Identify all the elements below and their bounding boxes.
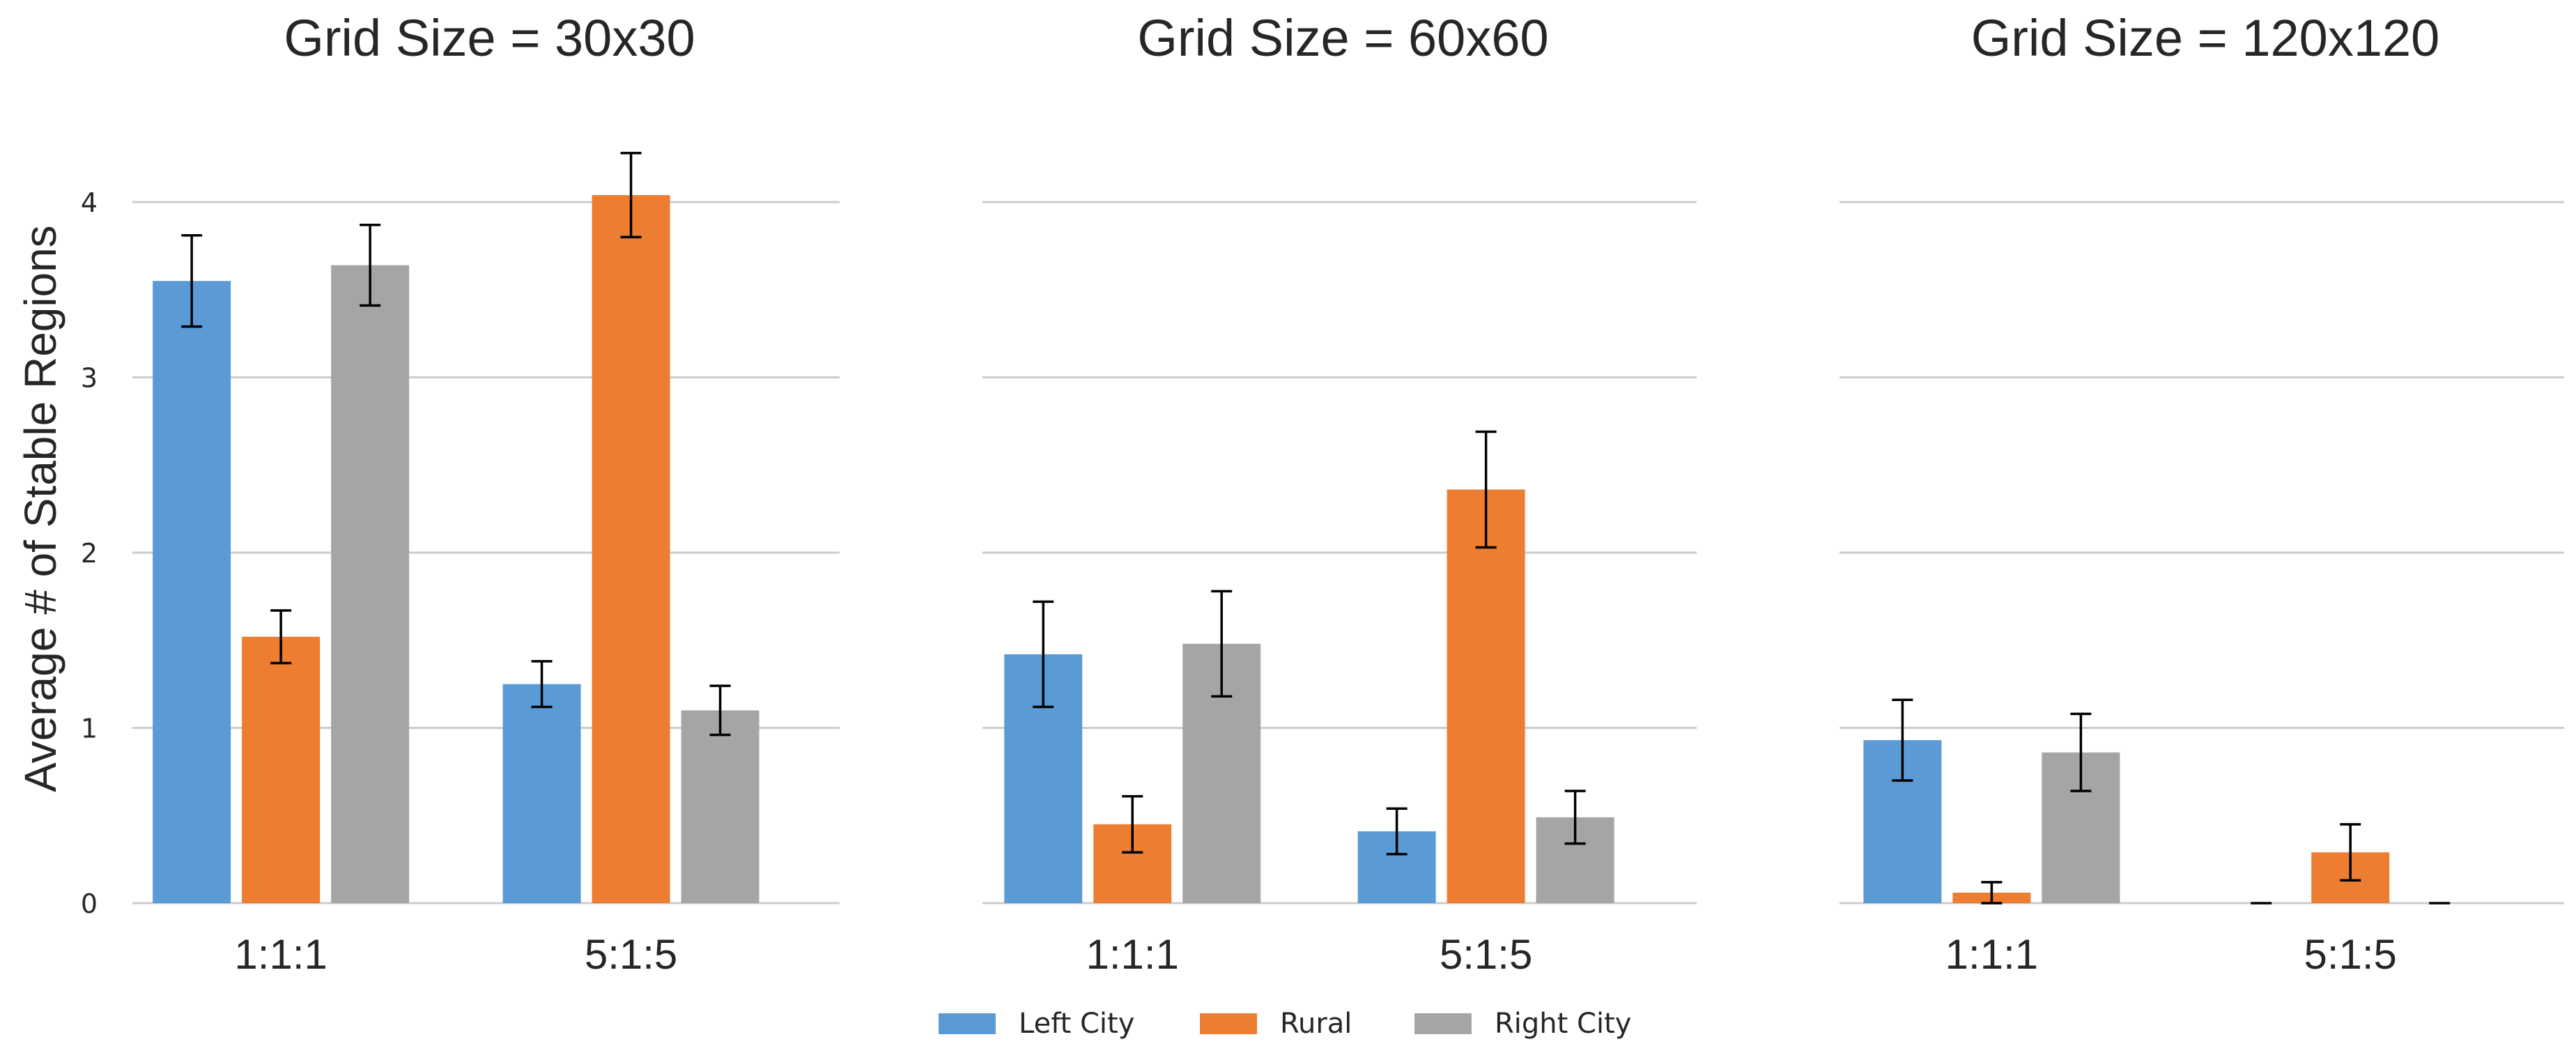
y-tick-label: 1 — [81, 714, 98, 744]
bar-rural-5-1-5 — [1447, 489, 1525, 903]
legend-label: Right City — [1495, 1008, 1631, 1040]
error-bar — [1475, 430, 1497, 549]
error-bar — [2340, 823, 2361, 882]
error-bar — [1981, 881, 2003, 905]
bar-left-city-1-1-1 — [153, 281, 231, 903]
y-tick-label: 4 — [81, 187, 98, 218]
chart-panel-1: 0 1 2 3 4 Grid Size = 30x30 1:1:1 5:1:5 — [81, 9, 840, 978]
error-bar — [620, 151, 642, 239]
legend-swatch — [939, 1013, 996, 1034]
y-tick-label: 2 — [81, 538, 98, 569]
bar-right-city-1-1-1 — [331, 265, 410, 903]
x-tick-label: 5:1:5 — [585, 931, 677, 978]
error-bar — [1564, 790, 1586, 845]
error-bar — [1211, 590, 1233, 698]
error-bar — [1033, 600, 1054, 709]
chart-panel-3: Grid Size = 120x120 1:1:1 5:1:5 — [1840, 9, 2564, 978]
bar-left-city-5-1-5 — [502, 684, 581, 903]
y-axis-label: Average # of Stable Regions — [15, 225, 65, 792]
error-bar — [709, 684, 731, 737]
legend-swatch — [1200, 1013, 1257, 1034]
error-bar — [531, 660, 553, 709]
bar-rural-5-1-5 — [592, 194, 670, 903]
bar-right-city-5-1-5 — [681, 710, 759, 903]
legend-item-left-city: Left City — [939, 1008, 1134, 1040]
legend-item-rural: Rural — [1200, 1008, 1352, 1040]
bar-rural-1-1-1 — [242, 636, 321, 903]
y-tick-label: 3 — [81, 363, 98, 394]
error-bar — [270, 609, 292, 665]
x-tick-label: 1:1:1 — [1945, 931, 2038, 978]
error-bar — [2070, 712, 2092, 792]
error-bar — [1892, 698, 1913, 782]
error-bar — [181, 234, 203, 328]
legend-label: Left City — [1019, 1008, 1134, 1040]
error-bar — [1386, 807, 1407, 856]
legend-label: Rural — [1280, 1008, 1352, 1040]
panel-title: Grid Size = 60x60 — [1137, 9, 1548, 67]
x-tick-label: 5:1:5 — [2304, 931, 2396, 978]
x-tick-label: 1:1:1 — [234, 931, 327, 978]
legend-swatch — [1414, 1013, 1472, 1034]
error-bar — [360, 223, 381, 307]
chart-panel-2: Grid Size = 60x60 1:1:1 5:1:5 — [982, 9, 1697, 978]
y-tick-label: 0 — [81, 889, 98, 919]
error-bar — [1122, 794, 1143, 854]
legend-item-right-city: Right City — [1414, 1008, 1631, 1040]
x-tick-label: 5:1:5 — [1440, 931, 1532, 978]
panel-title: Grid Size = 120x120 — [1971, 9, 2440, 67]
x-tick-label: 1:1:1 — [1086, 931, 1179, 978]
panel-title: Grid Size = 30x30 — [284, 9, 695, 67]
legend: Left City Rural Right City — [939, 1008, 1631, 1040]
